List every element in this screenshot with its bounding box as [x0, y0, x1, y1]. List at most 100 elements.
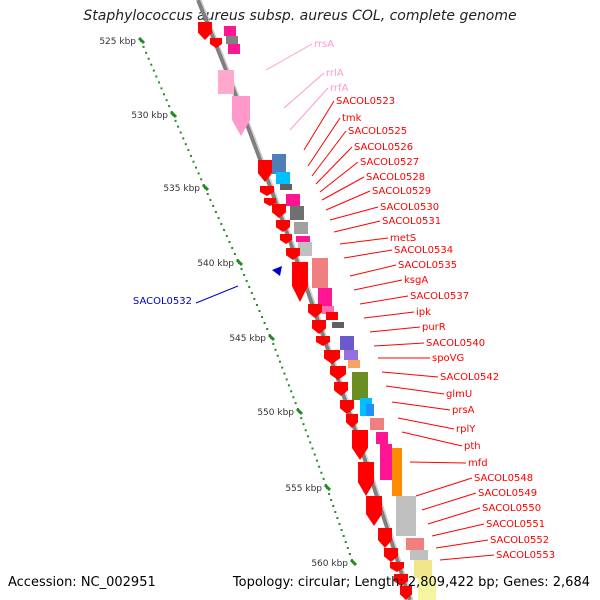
gene-label[interactable]: ipk: [416, 307, 431, 318]
gene-label[interactable]: glmU: [446, 389, 472, 400]
gene-feature[interactable]: [276, 220, 290, 232]
gene-feature[interactable]: [312, 320, 326, 334]
gene-label[interactable]: purR: [422, 322, 446, 333]
gene-feature[interactable]: [348, 360, 360, 368]
gene-feature[interactable]: [352, 430, 368, 460]
gene-label[interactable]: metS: [390, 233, 416, 244]
gene-label[interactable]: SACOL0534: [394, 245, 453, 256]
gene-feature[interactable]: [228, 44, 240, 54]
gene-label[interactable]: pth: [464, 441, 481, 452]
gene-label[interactable]: spoVG: [432, 353, 464, 364]
gene-feature[interactable]: [290, 206, 304, 220]
label-leader: [421, 492, 477, 511]
gene-feature[interactable]: [312, 258, 328, 288]
gene-label[interactable]: ksgA: [404, 275, 428, 286]
gene-feature[interactable]: [376, 432, 388, 444]
gene-label[interactable]: SACOL0531: [382, 216, 441, 227]
gene-feature[interactable]: [406, 538, 424, 550]
gene-label[interactable]: SACOL0548: [474, 473, 533, 484]
gene-feature[interactable]: [258, 160, 272, 182]
gene-label[interactable]: rrsA: [314, 39, 334, 50]
gene-feature[interactable]: [352, 372, 368, 400]
gene-feature[interactable]: [276, 172, 290, 184]
gene-feature[interactable]: [308, 304, 322, 318]
gene-feature[interactable]: [280, 184, 292, 190]
gene-label[interactable]: SACOL0527: [360, 157, 419, 168]
gene-label[interactable]: SACOL0529: [372, 186, 431, 197]
gene-label[interactable]: prsA: [452, 405, 475, 416]
gene-feature[interactable]: [340, 400, 354, 414]
gene-feature[interactable]: [296, 236, 310, 242]
gene-feature[interactable]: [344, 350, 358, 360]
gene-feature[interactable]: [232, 96, 250, 136]
gene-label[interactable]: SACOL0550: [482, 503, 541, 514]
label-leader: [435, 539, 489, 549]
gene-feature[interactable]: [272, 204, 286, 218]
gene-feature[interactable]: [322, 306, 334, 314]
gene-feature[interactable]: [390, 562, 404, 572]
gene-feature[interactable]: [384, 548, 398, 562]
gene-label[interactable]: SACOL0530: [380, 202, 439, 213]
gene-feature[interactable]: [316, 336, 330, 346]
gene-feature[interactable]: [326, 312, 338, 320]
gene-feature[interactable]: [280, 234, 292, 244]
gene-feature[interactable]: [226, 36, 238, 44]
gene-feature[interactable]: [218, 70, 234, 94]
gene-feature[interactable]: [294, 222, 308, 234]
gene-label[interactable]: SACOL0528: [366, 172, 425, 183]
gene-feature[interactable]: [334, 382, 348, 396]
gene-feature[interactable]: [332, 322, 344, 328]
gene-label[interactable]: tmk: [342, 113, 362, 124]
gene-label[interactable]: SACOL0537: [410, 291, 469, 302]
label-leader: [415, 477, 473, 497]
gene-feature[interactable]: [318, 288, 332, 306]
gene-feature[interactable]: [346, 414, 358, 428]
gene-feature[interactable]: [286, 194, 300, 206]
label-leader: [353, 279, 403, 291]
gene-label[interactable]: SACOL0549: [478, 488, 537, 499]
gene-feature[interactable]: [340, 336, 354, 350]
gene-feature[interactable]: [298, 242, 312, 256]
gene-feature[interactable]: [260, 186, 274, 196]
gene-label[interactable]: mfd: [468, 458, 488, 469]
feature-track: [198, 22, 436, 600]
gene-feature[interactable]: [330, 366, 346, 380]
gene-feature[interactable]: [324, 350, 340, 364]
gene-label[interactable]: SACOL0542: [440, 372, 499, 383]
gene-label[interactable]: SACOL0553: [496, 550, 555, 561]
gene-label[interactable]: SACOL0540: [426, 338, 485, 349]
gene-label[interactable]: SACOL0523: [336, 96, 395, 107]
gene-feature[interactable]: [358, 462, 374, 496]
gene-feature[interactable]: [210, 38, 222, 48]
gene-feature[interactable]: [378, 528, 392, 548]
gene-label[interactable]: rplY: [456, 424, 476, 435]
gene-feature[interactable]: [380, 444, 392, 480]
gene-label[interactable]: rrfA: [330, 83, 349, 94]
gene-label[interactable]: SACOL0535: [398, 260, 457, 271]
gene-label[interactable]: SACOL0526: [354, 142, 413, 153]
scale-tick-label: 555 kbp: [285, 484, 322, 494]
gene-feature[interactable]: [272, 154, 286, 174]
gene-label[interactable]: rrlA: [326, 68, 344, 79]
gene-label[interactable]: SACOL0525: [348, 126, 407, 137]
gene-feature[interactable]: [292, 262, 308, 302]
gene-feature[interactable]: [198, 22, 212, 40]
gene-feature[interactable]: [394, 574, 408, 586]
label-leader: [373, 342, 425, 347]
gene-feature[interactable]: [410, 550, 428, 560]
gene-label[interactable]: SACOL0551: [486, 519, 545, 530]
gene-feature[interactable]: [414, 560, 432, 578]
gene-feature[interactable]: [392, 448, 402, 496]
reverse-gene-label[interactable]: SACOL0532: [133, 296, 192, 307]
gene-feature[interactable]: [418, 578, 436, 600]
gene-feature[interactable]: [366, 496, 382, 526]
gene-feature[interactable]: [370, 418, 384, 430]
gene-feature[interactable]: [400, 586, 412, 600]
scale-tick-label: 530 kbp: [131, 111, 168, 121]
gene-feature[interactable]: [366, 404, 374, 416]
gene-feature[interactable]: [286, 248, 300, 260]
scale-tick: [295, 407, 304, 416]
gene-label[interactable]: SACOL0552: [490, 535, 549, 546]
gene-feature[interactable]: [396, 496, 416, 536]
gene-feature[interactable]: [224, 26, 236, 36]
